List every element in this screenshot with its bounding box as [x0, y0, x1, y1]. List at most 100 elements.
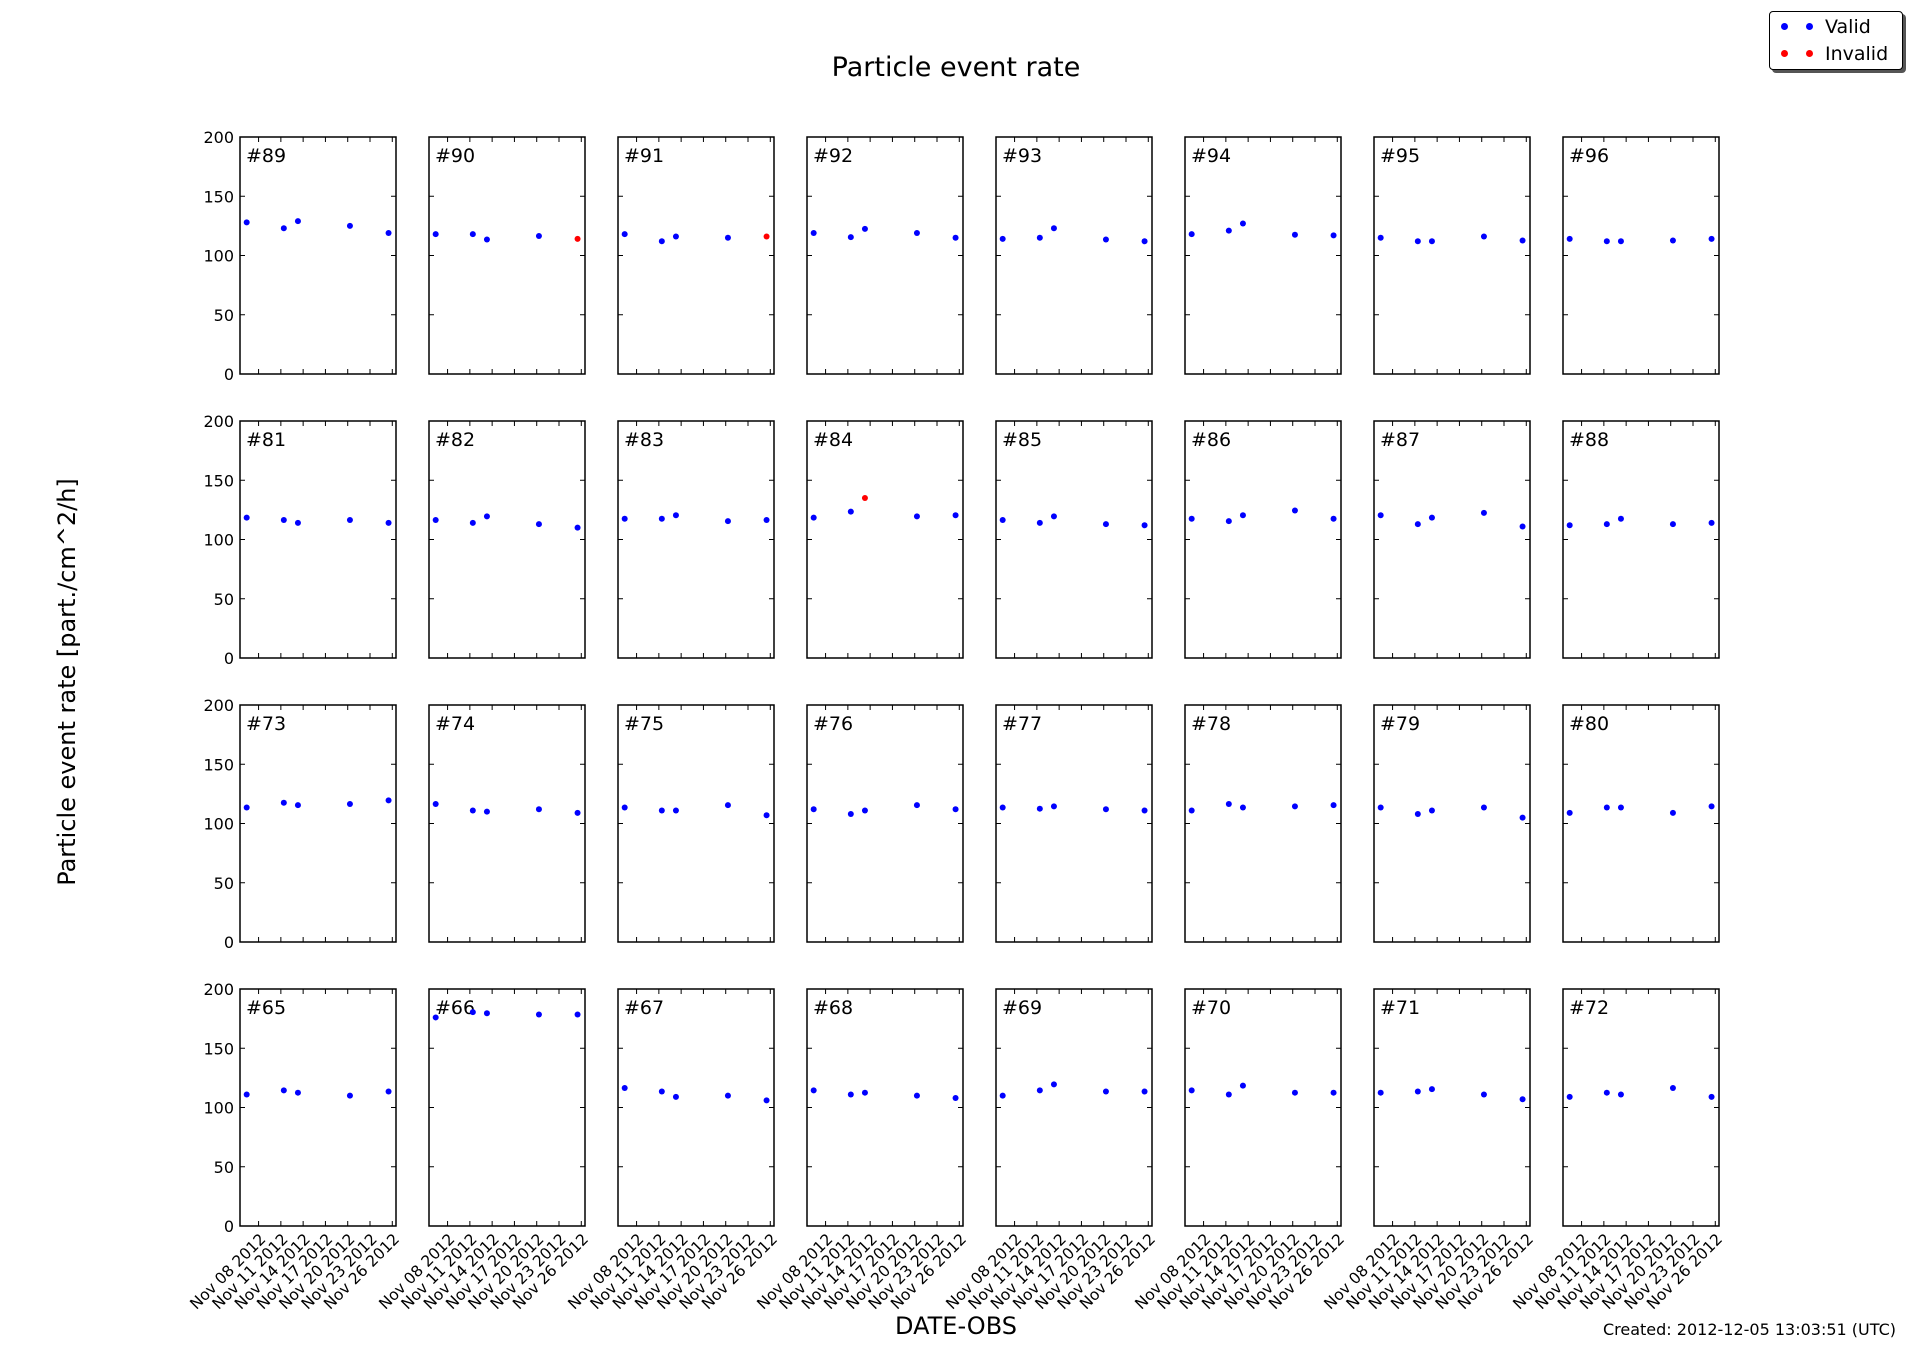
panel-frame [428, 704, 586, 943]
legend: Valid Invalid [1769, 11, 1903, 70]
chart-title: Particle event rate [831, 52, 1081, 83]
valid-point [535, 806, 542, 813]
valid-point [1050, 225, 1057, 232]
panel-92: #92 [806, 136, 964, 375]
valid-point [1566, 809, 1573, 816]
valid-point [913, 229, 920, 236]
valid-point [535, 232, 542, 239]
valid-point [432, 516, 439, 523]
valid-point [724, 234, 731, 241]
y-tick-label: 0 [224, 365, 234, 384]
invalid-point [763, 233, 770, 240]
panel-84: #84 [806, 420, 964, 659]
valid-point [621, 804, 628, 811]
valid-point [1566, 235, 1573, 242]
valid-point [658, 515, 665, 522]
valid-marker-icon [1778, 22, 1816, 32]
valid-point [1414, 1088, 1421, 1095]
panel-label: #76 [813, 713, 853, 735]
legend-entry-valid: Valid [1778, 14, 1871, 40]
valid-point [658, 807, 665, 814]
valid-point [913, 513, 920, 520]
valid-point [1239, 220, 1246, 227]
valid-point [385, 229, 392, 236]
panel-frame [806, 420, 964, 659]
panel-frame [806, 136, 964, 375]
valid-point [1428, 807, 1435, 814]
valid-point [1414, 811, 1421, 818]
valid-point [432, 1014, 439, 1021]
panel-76: #76 [806, 704, 964, 943]
valid-point [1377, 234, 1384, 241]
valid-point [243, 219, 250, 226]
valid-point [952, 806, 959, 813]
panel-label: #69 [1002, 997, 1042, 1019]
valid-point [861, 1089, 868, 1096]
valid-point [385, 1088, 392, 1095]
y-tick-label: 200 [203, 128, 234, 147]
valid-point [1050, 1081, 1057, 1088]
valid-point [1480, 509, 1487, 516]
panel-frame [617, 136, 775, 375]
panel-frame [1373, 704, 1531, 943]
valid-point [469, 519, 476, 526]
panel-frame [1184, 420, 1342, 659]
valid-point [385, 519, 392, 526]
panel-label: #81 [246, 429, 286, 451]
valid-point [1239, 804, 1246, 811]
valid-point [385, 797, 392, 804]
valid-point [1480, 233, 1487, 240]
panel-label: #77 [1002, 713, 1042, 735]
y-tick-label: 150 [203, 755, 234, 774]
legend-label-valid: Valid [1825, 16, 1871, 38]
valid-point [280, 516, 287, 523]
valid-point [1291, 1089, 1298, 1096]
panel-frame [428, 988, 586, 1227]
panel-label: #78 [1191, 713, 1231, 735]
panel-label: #73 [246, 713, 286, 735]
valid-point [346, 222, 353, 229]
valid-point [810, 229, 817, 236]
valid-point [999, 804, 1006, 811]
valid-point [1377, 1089, 1384, 1096]
panel-frame [239, 420, 397, 659]
valid-point [847, 508, 854, 515]
panel-label: #91 [624, 145, 664, 167]
panel-label: #93 [1002, 145, 1042, 167]
valid-point [1050, 803, 1057, 810]
valid-point [672, 807, 679, 814]
valid-point [1519, 814, 1526, 821]
valid-point [574, 1011, 581, 1018]
valid-point [1519, 1096, 1526, 1103]
panel-frame [617, 420, 775, 659]
panel-label: #66 [435, 997, 475, 1019]
valid-point [469, 807, 476, 814]
y-tick-label: 200 [203, 980, 234, 999]
valid-point [1239, 512, 1246, 519]
panel-73: 0 50 100 150 200 #73 [203, 696, 397, 952]
valid-point [1330, 232, 1337, 239]
valid-point [1617, 804, 1624, 811]
valid-point [810, 514, 817, 521]
panel-label: #82 [435, 429, 475, 451]
y-tick-label: 100 [203, 531, 234, 550]
valid-point [483, 1010, 490, 1017]
valid-point [810, 806, 817, 813]
panel-83: #83 [617, 420, 775, 659]
panel-79: #79 [1373, 704, 1531, 943]
panel-frame [806, 988, 964, 1227]
valid-point [1519, 237, 1526, 244]
panel-frame [239, 988, 397, 1227]
panel-frame [1184, 988, 1342, 1227]
valid-point [1036, 805, 1043, 812]
panel-label: #87 [1380, 429, 1420, 451]
valid-point [1617, 1091, 1624, 1098]
valid-point [1428, 238, 1435, 245]
valid-point [483, 808, 490, 815]
panel-label: #72 [1569, 997, 1609, 1019]
valid-point [432, 231, 439, 238]
valid-point [1377, 512, 1384, 519]
panel-91: #91 [617, 136, 775, 375]
